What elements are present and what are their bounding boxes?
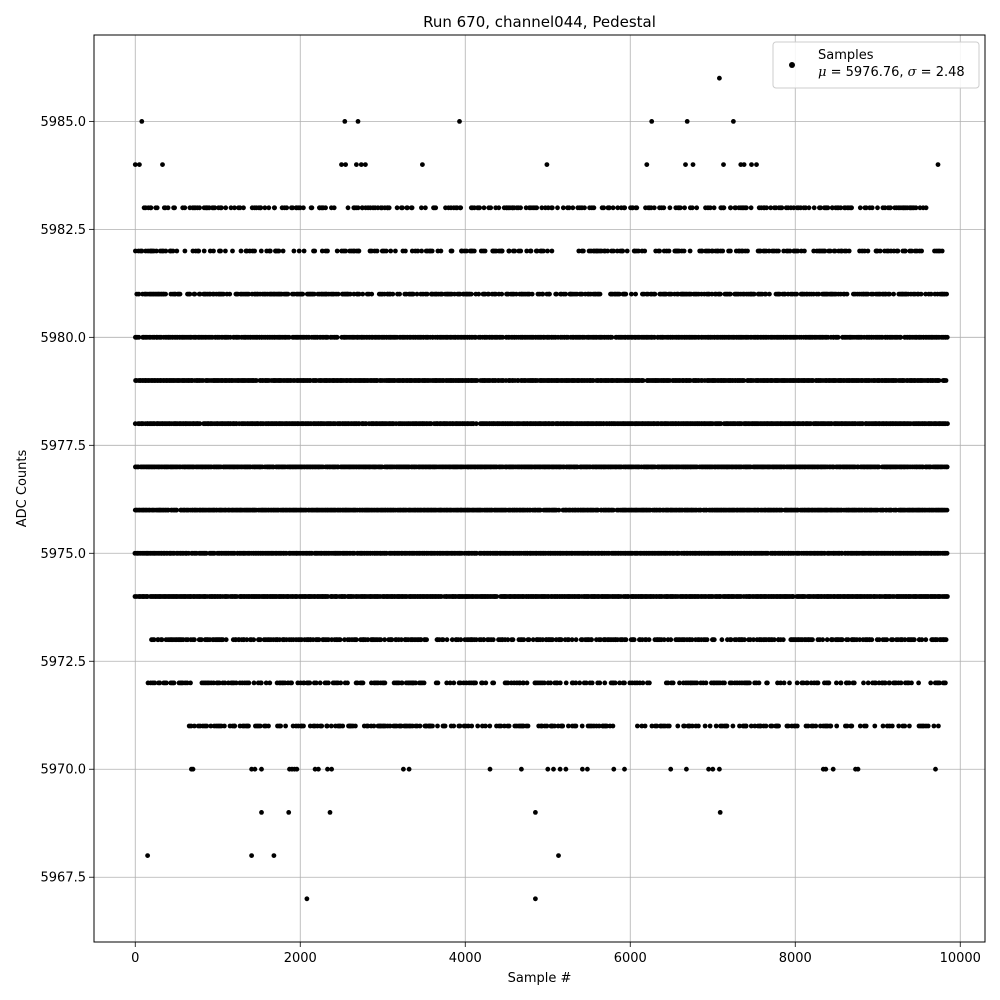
data-point: [763, 291, 769, 297]
data-point: [790, 594, 796, 599]
data-point: [887, 291, 892, 297]
data-point: [629, 291, 634, 297]
data-point: [474, 378, 480, 383]
data-point: [865, 291, 871, 297]
data-point: [177, 291, 183, 297]
data-point: [816, 291, 822, 297]
data-point: [609, 334, 615, 340]
data-point: [499, 291, 505, 297]
data-point: [556, 507, 562, 513]
data-point: [397, 291, 402, 297]
data-point: [891, 291, 896, 297]
data-point: [414, 291, 420, 297]
data-point: [563, 291, 568, 297]
data-point: [347, 291, 353, 297]
data-point: [311, 291, 317, 297]
data-point: [538, 507, 543, 513]
data-point: [728, 291, 733, 297]
data-point: [623, 291, 629, 297]
data-point: [944, 464, 950, 470]
data-point: [547, 291, 552, 297]
data-points: [132, 75, 950, 902]
data-point: [835, 334, 841, 340]
data-point: [611, 507, 616, 513]
data-point: [945, 421, 950, 427]
data-point: [369, 291, 375, 297]
data-point: [943, 378, 949, 383]
data-point: [286, 334, 292, 340]
data-point: [633, 291, 638, 297]
data-point: [197, 291, 203, 297]
data-point: [192, 291, 198, 297]
data-point: [767, 291, 772, 297]
data-point: [163, 291, 169, 297]
data-point: [597, 291, 603, 297]
data-point: [898, 334, 904, 340]
data-point: [360, 291, 366, 297]
data-point: [500, 334, 506, 340]
data-point: [794, 291, 800, 297]
data-point: [136, 291, 142, 297]
data-point: [335, 291, 341, 297]
data-point: [410, 291, 416, 297]
data-point: [254, 378, 259, 383]
data-point: [390, 291, 396, 297]
data-point: [187, 291, 193, 297]
data-point: [494, 594, 500, 599]
data-point: [476, 291, 482, 297]
data-point: [246, 291, 252, 297]
data-point: [944, 507, 950, 513]
data-point: [174, 507, 180, 513]
data-point: [751, 291, 757, 297]
data-point: [718, 291, 723, 297]
data-point: [844, 291, 850, 297]
data-point: [640, 378, 646, 383]
data-point: [356, 291, 362, 297]
data-point: [197, 421, 203, 427]
data-point: [617, 291, 622, 297]
data-point: [227, 291, 233, 297]
data-point: [945, 594, 950, 599]
data-point: [540, 291, 546, 297]
data-point: [876, 464, 882, 470]
data-point: [652, 291, 658, 297]
data-point: [741, 378, 747, 383]
data-point: [554, 291, 559, 297]
data-point: [300, 291, 306, 297]
data-point: [473, 421, 479, 427]
data-point: [944, 550, 950, 556]
data-point: [936, 378, 942, 383]
data-point: [334, 334, 340, 340]
data-point: [221, 291, 226, 297]
data-point: [513, 291, 519, 297]
data-point: [529, 291, 535, 297]
data-point: [468, 291, 474, 297]
data-point: [424, 291, 430, 297]
data-point: [944, 334, 950, 340]
data-point: [136, 334, 142, 340]
data-point: [285, 291, 291, 297]
data-point: [718, 421, 724, 427]
data-point: [486, 291, 492, 297]
